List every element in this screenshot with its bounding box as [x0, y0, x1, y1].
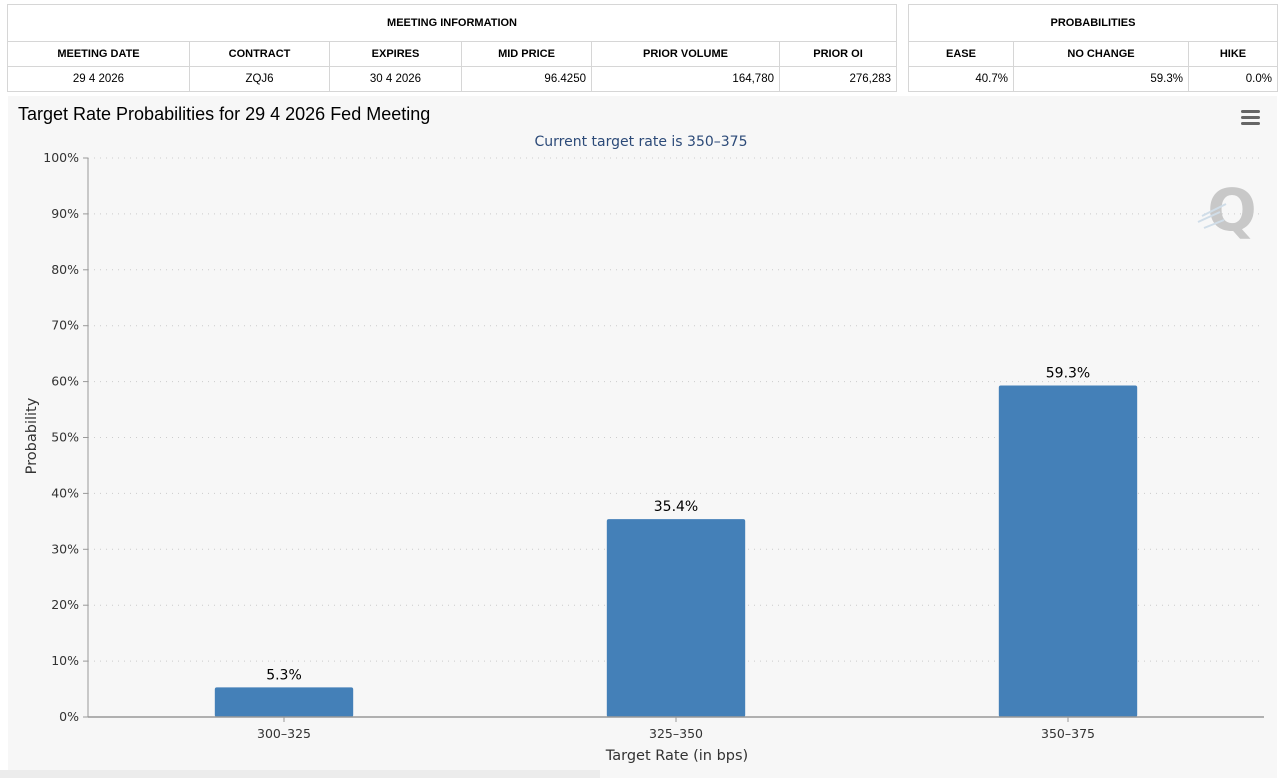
y-tick-label: 50%: [51, 430, 79, 445]
header-meeting-date: MEETING DATE: [7, 41, 190, 67]
bar-350–375[interactable]: [998, 385, 1138, 717]
x-tick-label: 300–325: [257, 726, 311, 741]
bar-data-label: 35.4%: [654, 499, 698, 515]
prior-volume-value: 164,780: [591, 66, 780, 92]
bars: 5.3% 35.4% 59.3%: [214, 366, 1138, 717]
y-tick-label: 10%: [51, 653, 79, 668]
prior-oi-value: 276,283: [778, 66, 898, 92]
probabilities-table: PROBABILITIES EASE NO CHANGE HIKE 40.7% …: [908, 4, 1278, 92]
hamburger-menu-icon: [1240, 110, 1260, 113]
hike-value: 0.0%: [1188, 66, 1278, 92]
header-expires: EXPIRES: [329, 41, 462, 67]
y-tick-label: 30%: [51, 541, 79, 556]
chart-subtitle: Current target rate is 350–375: [534, 134, 747, 150]
no-change-value: 59.3%: [1013, 66, 1189, 92]
bar-chart: Target Rate Probabilities for 29 4 2026 …: [18, 104, 1264, 764]
y-tick-label: 60%: [51, 374, 79, 389]
header-mid-price: MID PRICE: [461, 41, 592, 67]
x-axis-title: Target Rate (in bps): [605, 748, 748, 764]
header-hike: HIKE: [1188, 41, 1278, 67]
mid-price-value: 96.4250: [461, 66, 592, 92]
header-prior-volume: PRIOR VOLUME: [591, 41, 780, 67]
ease-value: 40.7%: [908, 66, 1014, 92]
meeting-information-title: MEETING INFORMATION: [6, 4, 898, 42]
probabilities-title: PROBABILITIES: [908, 4, 1278, 42]
bar-data-label: 59.3%: [1046, 366, 1090, 382]
chart-menu-button[interactable]: [1238, 108, 1262, 128]
chart-title: Target Rate Probabilities for 29 4 2026 …: [18, 104, 430, 124]
expires-value: 30 4 2026: [329, 66, 462, 92]
y-tick-label: 70%: [51, 318, 79, 333]
footer-strip: [0, 770, 600, 778]
y-tick-label: 40%: [51, 485, 79, 500]
y-tick-label: 80%: [51, 262, 79, 277]
x-tick-label: 325–350: [649, 726, 703, 741]
y-tick-label: 100%: [43, 150, 79, 165]
meeting-date-value: 29 4 2026: [7, 66, 190, 92]
y-tick-label: 20%: [51, 597, 79, 612]
y-tick-label: 90%: [51, 206, 79, 221]
header-no-change: NO CHANGE: [1013, 41, 1189, 67]
header-prior-oi: PRIOR OI: [778, 41, 898, 67]
header-contract: CONTRACT: [189, 41, 330, 67]
meeting-information-table: MEETING INFORMATION MEETING DATE CONTRAC…: [6, 4, 898, 92]
x-tick-label: 350–375: [1041, 726, 1095, 741]
bar-data-label: 5.3%: [266, 667, 302, 683]
y-axis-title: Probability: [24, 397, 40, 474]
contract-value: ZQJ6: [189, 66, 330, 92]
chart-panel: Target Rate Probabilities for 29 4 2026 …: [8, 96, 1277, 778]
axes: 0% 10% 20% 30% 40% 50% 60% 70% 80% 90% 100% 300–325…: [43, 150, 1264, 741]
bar-325–350[interactable]: [606, 519, 746, 717]
y-tick-label: 0%: [59, 709, 79, 724]
header-ease: EASE: [908, 41, 1014, 67]
watermark-logo: Q: [1197, 176, 1257, 244]
bar-300–325[interactable]: [214, 687, 354, 717]
